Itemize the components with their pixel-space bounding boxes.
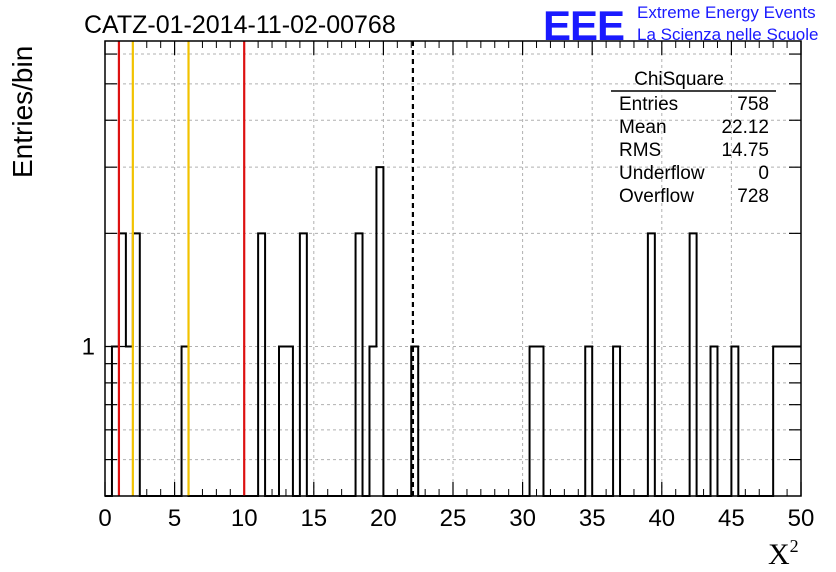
logo-line-2: La Scienza nelle Scuole <box>637 25 818 44</box>
stats-value: 758 <box>737 94 769 115</box>
stats-rows: Entries 758 Mean 22.12 RMS 14.75 Underflow 0 Ove… <box>619 94 769 207</box>
x-tick-label: 40 <box>648 505 675 532</box>
stats-value: 22.12 <box>721 117 769 138</box>
stats-label: Mean <box>619 117 667 138</box>
stats-label: Underflow <box>619 163 705 184</box>
histogram-bin <box>300 233 307 496</box>
histogram-bin <box>780 346 787 496</box>
histogram-bin <box>648 233 655 496</box>
logo-letters: EEE <box>543 2 624 49</box>
stats-box: ChiSquare Entries 758 Mean 22.12 RMS 14.75 Und… <box>611 69 776 207</box>
x-tick-label: 5 <box>168 505 181 532</box>
histogram-bin <box>537 346 544 496</box>
histogram-bin <box>773 346 780 496</box>
x-tick-label: 50 <box>788 505 815 532</box>
stats-label: RMS <box>619 140 661 161</box>
histogram-bin <box>356 233 363 496</box>
x-tick-label: 30 <box>509 505 536 532</box>
stats-value: 728 <box>737 186 769 207</box>
x-tick-label: 10 <box>231 505 258 532</box>
logo-line-1: Extreme Energy Events <box>637 3 816 22</box>
stats-label: Entries <box>619 94 678 115</box>
stats-label: Overflow <box>619 186 694 207</box>
y-tick-label: 1 <box>82 333 95 360</box>
x-axis-label: X2 <box>768 536 799 571</box>
reference-lines <box>117 41 415 496</box>
histogram-bin <box>613 346 620 496</box>
x-tick-label: 20 <box>370 505 397 532</box>
histogram-bin <box>376 167 383 496</box>
stats-title: ChiSquare <box>634 69 724 90</box>
x-tick-label: 35 <box>579 505 606 532</box>
histogram-bin <box>286 346 293 496</box>
y-axis-label: Entries/bin <box>7 46 38 178</box>
eee-logo: EEE Extreme Energy Events La Scienza nel… <box>543 2 818 49</box>
x-tick-label: 45 <box>718 505 745 532</box>
histogram-bin <box>369 346 376 496</box>
x-tick-label: 25 <box>440 505 467 532</box>
chart-title: CATZ-01-2014-11-02-00768 <box>84 11 396 39</box>
tick-labels: 0 5 10 15 20 25 30 35 40 45 50 1 <box>82 333 815 532</box>
histogram-bin <box>258 233 265 496</box>
stats-value: 0 <box>758 163 769 184</box>
histogram-bin <box>787 346 794 496</box>
x-tick-label: 0 <box>98 505 111 532</box>
stats-value: 14.75 <box>721 140 769 161</box>
histogram-bin <box>279 346 286 496</box>
histogram-bin <box>690 233 697 496</box>
plot-frame <box>104 40 802 497</box>
histogram-bin <box>711 346 718 496</box>
histogram-bin <box>585 346 592 496</box>
histogram-bin <box>530 346 537 496</box>
histogram-bin <box>794 346 801 496</box>
x-tick-label: 15 <box>300 505 327 532</box>
histogram-bin <box>731 346 738 496</box>
